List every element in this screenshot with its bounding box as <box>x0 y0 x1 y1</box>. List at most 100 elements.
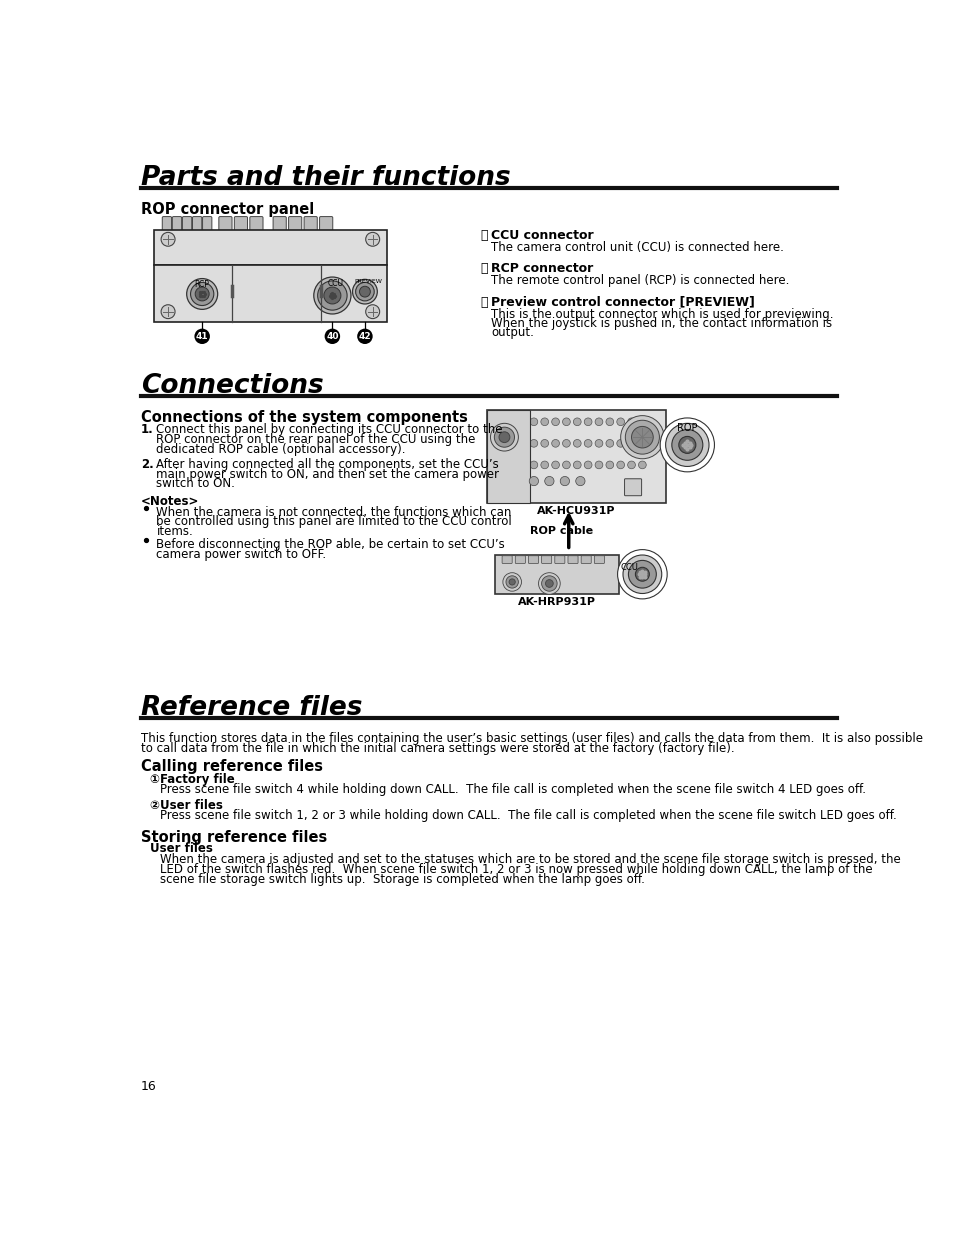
Circle shape <box>617 439 624 448</box>
Circle shape <box>605 439 613 448</box>
Text: 1.: 1. <box>141 423 153 437</box>
Circle shape <box>529 476 537 486</box>
Text: 41: 41 <box>195 332 209 341</box>
Text: camera power switch to OFF.: camera power switch to OFF. <box>156 548 326 560</box>
Circle shape <box>583 439 592 448</box>
Circle shape <box>551 418 558 426</box>
FancyBboxPatch shape <box>487 411 530 502</box>
FancyBboxPatch shape <box>515 555 525 564</box>
Circle shape <box>559 476 569 486</box>
Text: switch to ON.: switch to ON. <box>156 477 235 490</box>
Text: ROP cable: ROP cable <box>530 526 593 536</box>
Circle shape <box>605 418 613 426</box>
Text: When the camera is not connected, the functions which can: When the camera is not connected, the fu… <box>156 506 512 518</box>
FancyBboxPatch shape <box>624 479 641 496</box>
FancyBboxPatch shape <box>567 555 578 564</box>
Text: LED of the switch flashes red.  When scene file switch 1, 2 or 3 is now pressed : LED of the switch flashes red. When scen… <box>159 863 871 876</box>
Circle shape <box>595 418 602 426</box>
FancyBboxPatch shape <box>501 555 512 564</box>
Circle shape <box>530 418 537 426</box>
Circle shape <box>355 282 374 301</box>
Circle shape <box>617 418 624 426</box>
Circle shape <box>638 439 645 448</box>
Circle shape <box>627 461 635 469</box>
Text: PREVIEW: PREVIEW <box>354 278 381 283</box>
Text: ROP connector panel: ROP connector panel <box>141 203 314 218</box>
Circle shape <box>638 461 645 469</box>
Text: Storing reference files: Storing reference files <box>141 830 327 845</box>
FancyBboxPatch shape <box>594 555 604 564</box>
FancyBboxPatch shape <box>528 555 537 564</box>
Text: ROP: ROP <box>677 423 697 433</box>
Text: Connections of the system components: Connections of the system components <box>141 411 467 426</box>
Circle shape <box>314 277 351 314</box>
Text: ⓛ: ⓛ <box>480 296 487 308</box>
Text: Reference files: Reference files <box>141 695 362 721</box>
Text: The remote control panel (RCP) is connected here.: The remote control panel (RCP) is connec… <box>491 273 789 287</box>
Text: main power switch to ON, and then set the camera power: main power switch to ON, and then set th… <box>156 468 499 481</box>
Text: RCP: RCP <box>194 280 210 289</box>
Circle shape <box>573 439 580 448</box>
Text: When the camera is adjusted and set to the statuses which are to be stored and t: When the camera is adjusted and set to t… <box>159 854 900 866</box>
Text: When the joystick is pushed in, the contact information is: When the joystick is pushed in, the cont… <box>491 317 832 330</box>
Circle shape <box>573 418 580 426</box>
Text: be controlled using this panel are limited to the CCU control: be controlled using this panel are limit… <box>156 516 512 528</box>
FancyBboxPatch shape <box>580 555 591 564</box>
Text: ⓚ: ⓚ <box>480 262 487 276</box>
Circle shape <box>617 461 624 469</box>
Circle shape <box>627 439 635 448</box>
Circle shape <box>505 575 517 588</box>
Circle shape <box>365 233 379 246</box>
Text: After having connected all the components, set the CCU’s: After having connected all the component… <box>156 458 498 471</box>
FancyBboxPatch shape <box>193 216 202 231</box>
FancyBboxPatch shape <box>495 555 618 594</box>
Text: This function stores data in the files containing the user’s basic settings (use: This function stores data in the files c… <box>141 732 922 745</box>
Circle shape <box>540 418 548 426</box>
Text: Connections: Connections <box>141 374 323 400</box>
Circle shape <box>541 575 557 591</box>
Circle shape <box>161 304 174 319</box>
Circle shape <box>509 579 515 585</box>
Text: items.: items. <box>156 524 193 538</box>
Circle shape <box>583 461 592 469</box>
Circle shape <box>622 555 661 594</box>
Text: The camera control unit (CCU) is connected here.: The camera control unit (CCU) is connect… <box>491 241 783 254</box>
Circle shape <box>628 560 656 588</box>
FancyBboxPatch shape <box>319 216 333 231</box>
Text: Press scene file switch 1, 2 or 3 while holding down CALL.  The file call is com: Press scene file switch 1, 2 or 3 while … <box>159 809 896 823</box>
FancyBboxPatch shape <box>541 555 551 564</box>
Text: CCU: CCU <box>328 278 343 287</box>
Circle shape <box>620 416 663 459</box>
Circle shape <box>498 432 509 443</box>
Circle shape <box>353 280 377 304</box>
FancyBboxPatch shape <box>555 555 564 564</box>
Circle shape <box>573 461 580 469</box>
Circle shape <box>324 329 340 344</box>
Text: Preview control connector [PREVIEW]: Preview control connector [PREVIEW] <box>491 296 755 308</box>
Circle shape <box>365 304 379 319</box>
Circle shape <box>551 439 558 448</box>
Circle shape <box>635 568 649 581</box>
Text: User files: User files <box>150 842 213 855</box>
Text: to call data from the file in which the initial camera settings were stored at t: to call data from the file in which the … <box>141 742 734 755</box>
Circle shape <box>530 461 537 469</box>
Text: ROP connector on the rear panel of the CCU using the: ROP connector on the rear panel of the C… <box>156 433 476 447</box>
FancyBboxPatch shape <box>250 216 263 231</box>
Text: 16: 16 <box>141 1080 156 1094</box>
FancyBboxPatch shape <box>487 411 665 502</box>
Circle shape <box>544 476 554 486</box>
FancyBboxPatch shape <box>182 216 192 231</box>
Circle shape <box>562 439 570 448</box>
Text: Connect this panel by connecting its CCU connector to the: Connect this panel by connecting its CCU… <box>156 423 502 437</box>
Circle shape <box>659 418 714 471</box>
Circle shape <box>195 287 209 301</box>
Text: output.: output. <box>491 327 534 339</box>
Text: dedicated ROP cable (optional accessory).: dedicated ROP cable (optional accessory)… <box>156 443 406 455</box>
Text: 42: 42 <box>358 332 371 341</box>
Circle shape <box>356 329 373 344</box>
Text: RCP connector: RCP connector <box>491 262 593 276</box>
Circle shape <box>575 476 584 486</box>
FancyBboxPatch shape <box>289 216 301 231</box>
Circle shape <box>494 427 514 448</box>
Text: 2.: 2. <box>141 458 153 471</box>
